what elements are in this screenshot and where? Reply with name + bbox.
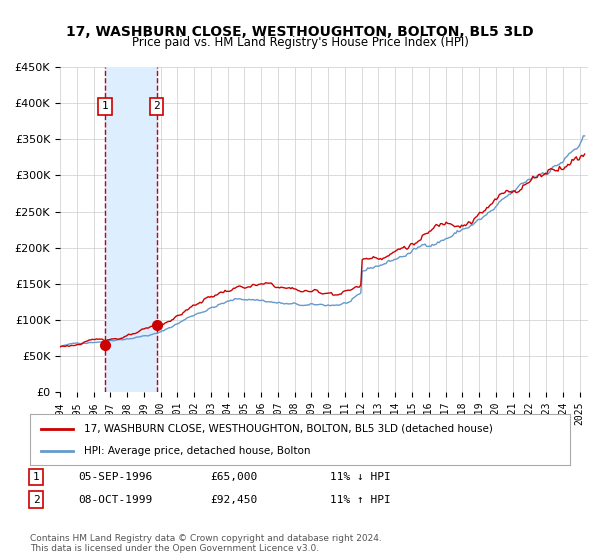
Text: 08-OCT-1999: 08-OCT-1999	[78, 494, 152, 505]
Text: 2: 2	[154, 101, 160, 111]
Text: £65,000: £65,000	[210, 472, 257, 482]
Text: 2: 2	[32, 494, 40, 505]
Text: Contains HM Land Registry data © Crown copyright and database right 2024.
This d: Contains HM Land Registry data © Crown c…	[30, 534, 382, 553]
Text: 11% ↑ HPI: 11% ↑ HPI	[330, 494, 391, 505]
Text: HPI: Average price, detached house, Bolton: HPI: Average price, detached house, Bolt…	[84, 446, 311, 456]
Text: Price paid vs. HM Land Registry's House Price Index (HPI): Price paid vs. HM Land Registry's House …	[131, 36, 469, 49]
Text: 17, WASHBURN CLOSE, WESTHOUGHTON, BOLTON, BL5 3LD: 17, WASHBURN CLOSE, WESTHOUGHTON, BOLTON…	[66, 25, 534, 39]
Text: 1: 1	[32, 472, 40, 482]
Bar	[105, 67, 157, 392]
Text: 1: 1	[101, 101, 108, 111]
Text: 11% ↓ HPI: 11% ↓ HPI	[330, 472, 391, 482]
Text: £92,450: £92,450	[210, 494, 257, 505]
Text: 17, WASHBURN CLOSE, WESTHOUGHTON, BOLTON, BL5 3LD (detached house): 17, WASHBURN CLOSE, WESTHOUGHTON, BOLTON…	[84, 423, 493, 433]
Text: 05-SEP-1996: 05-SEP-1996	[78, 472, 152, 482]
